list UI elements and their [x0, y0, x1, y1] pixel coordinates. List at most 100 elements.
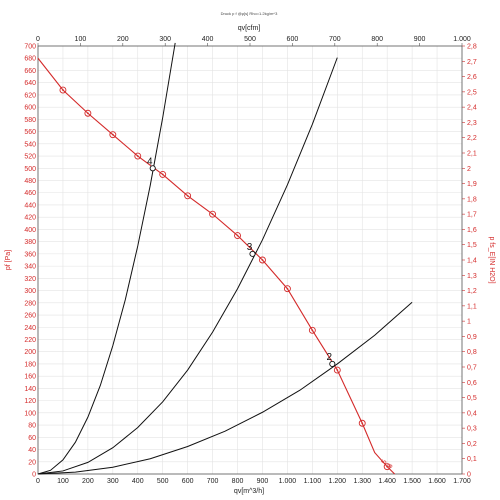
y-left-tick-label: 620 [24, 92, 36, 99]
fan-curve-marker-dot [86, 112, 89, 115]
fan-curve-marker [333, 366, 341, 374]
fan-curve-marker [134, 152, 142, 160]
y-left-tick-label: 640 [24, 80, 36, 87]
y-right-tick-label: 2,5 [467, 89, 477, 96]
y-right-tick-label: 2,7 [467, 59, 477, 66]
end-mark-label: 6 [387, 463, 395, 470]
x-bottom-tick-label: 1.100 [304, 478, 322, 485]
x-bottom-tick-label: 1.000 [279, 478, 297, 485]
y-right-axis-title: p fs_E[IN H2O] [488, 236, 495, 283]
y-left-tick-label: 520 [24, 154, 36, 161]
y-left-tick-label: 80 [28, 423, 36, 430]
y-left-tick-label: 420 [24, 215, 36, 222]
y-left-tick-label: 380 [24, 239, 36, 246]
y-left-tick-label: 140 [24, 386, 36, 393]
y-right-tick-label: 1,8 [467, 196, 477, 203]
marker-layer [59, 86, 391, 471]
y-right-tick-label: 1,1 [467, 303, 477, 310]
y-left-tick-label: 180 [24, 361, 36, 368]
fan-curve-marker-dot [336, 369, 339, 371]
y-left-tick-label: 540 [24, 141, 36, 148]
x-bottom-tick-label: 700 [207, 478, 219, 485]
y-left-tick-label: 200 [24, 349, 36, 356]
y-left-tick-label: 660 [24, 68, 36, 75]
y-left-tick-label: 340 [24, 264, 36, 271]
y-left-tick-label: 120 [24, 398, 36, 405]
y-left-tick-label: 100 [24, 410, 36, 417]
fan-curve-marker-dot [261, 259, 264, 261]
y-right-tick-label: 2,3 [467, 120, 477, 127]
x-top-tick-label: 900 [414, 36, 426, 43]
axes: 0 100 200 300 400 500 600 700 800 900 1.000 1.100 1.… [24, 36, 477, 485]
y-right-tick-label: 0,8 [467, 349, 477, 356]
operating-point-label: 3 [247, 242, 253, 253]
y-right-tick-label: 1,7 [467, 212, 477, 219]
x-top-tick-label: 600 [287, 36, 299, 43]
fan-curve-marker-dot [111, 133, 114, 136]
y-right-tick-label: 2,2 [467, 135, 477, 142]
fan-curve-marker [209, 210, 217, 218]
fan-curve-marker [383, 463, 391, 471]
chart-subtitle: Druck p f @ρ[s] Rho=1.2kg/m^3 [221, 11, 279, 16]
x-bottom-tick-label: 300 [107, 478, 119, 485]
y-right-tick-label: 2 [467, 166, 471, 173]
y-left-tick-label: 680 [24, 56, 36, 63]
y-left-tick-label: 560 [24, 129, 36, 136]
y-left-tick-label: 360 [24, 251, 36, 258]
operating-point-marker [249, 250, 256, 257]
x-bottom-tick-label: 1.700 [453, 478, 471, 485]
fan-curve-marker-dot [361, 422, 364, 425]
y-right-tick-label: 2,8 [467, 44, 477, 51]
fan-curve-marker-dot [136, 155, 139, 157]
y-left-tick-label: 580 [24, 117, 36, 124]
y-left-tick-label: 300 [24, 288, 36, 295]
x-bottom-tick-label: 900 [257, 478, 269, 485]
fan-curve-marker-dot [386, 465, 389, 468]
x-top-tick-label: 500 [244, 36, 256, 43]
fan-curve-marker-dot [211, 213, 214, 216]
y-left-tick-label: 320 [24, 276, 36, 283]
x-bottom-tick-label: 0 [36, 478, 40, 485]
end-mark-label: 5 [381, 459, 389, 466]
fan-curve-marker [234, 232, 241, 239]
system-curve-line [37, 57, 338, 475]
y-left-tick-label: 400 [24, 227, 36, 234]
y-right-tick-label: 0,2 [467, 441, 477, 448]
y-right-tick-label: 1,3 [467, 273, 477, 280]
x-top-tick-label: 300 [159, 36, 171, 43]
operating-points: 4 3 2 56 [147, 156, 395, 469]
y-left-axis-title: pf [Pa] [5, 250, 12, 270]
y-left-tick-label: 500 [24, 166, 36, 173]
x-bottom-tick-label: 200 [82, 478, 94, 485]
y-right-tick-label: 1,6 [467, 227, 477, 234]
fan-curve-marker [259, 256, 266, 264]
fan-curve-marker-dot [236, 234, 239, 237]
fan-curve-marker-dot [311, 329, 314, 332]
x-top-tick-label: 700 [329, 36, 341, 43]
x-top-tick-label: 800 [371, 36, 383, 43]
fan-curve-marker [59, 86, 67, 94]
x-top-tick-label: 0 [36, 36, 40, 43]
y-right-tick-label: 0 [467, 472, 471, 479]
x-bottom-tick-label: 800 [232, 478, 244, 485]
system-curve-line [37, 42, 176, 475]
fan-curve-marker-dot [62, 89, 64, 91]
y-left-tick-label: 0 [32, 472, 36, 479]
x-top-tick-label: 400 [202, 36, 214, 43]
operating-point-marker [329, 360, 336, 367]
y-left-tick-label: 240 [24, 325, 36, 332]
y-left-tick-label: 40 [28, 447, 36, 454]
fan-curve-marker [358, 419, 366, 427]
y-right-tick-label: 2,6 [467, 74, 477, 81]
y-right-tick-label: 0,6 [467, 380, 477, 387]
fan-curve-marker-dot [286, 287, 289, 290]
x-bottom-axis-title: qv[m^3/h] [234, 488, 264, 495]
x-bottom-tick-label: 500 [157, 478, 169, 485]
x-bottom-tick-label: 1.200 [329, 478, 347, 485]
fan-curve-marker [184, 192, 192, 200]
fan-curve-marker [159, 170, 167, 178]
y-right-tick-label: 0,7 [467, 365, 477, 372]
y-left-tick-label: 460 [24, 190, 36, 197]
x-top-axis-title: qv[cfm] [238, 25, 261, 32]
x-top-tick-label: 1.000 [453, 36, 471, 43]
